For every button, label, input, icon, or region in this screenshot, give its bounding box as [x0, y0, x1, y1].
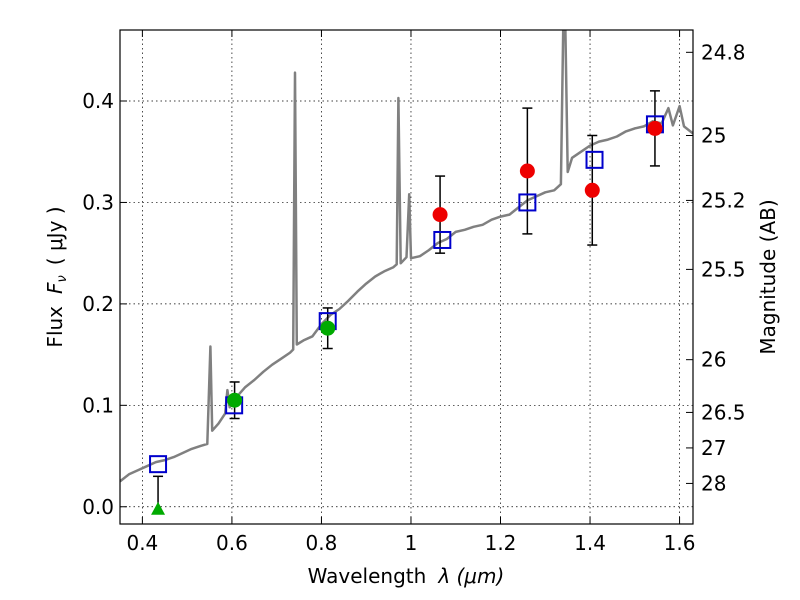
- error-bars: [153, 90, 660, 510]
- model-point: [433, 230, 452, 249]
- y-axis-label: FluxFν( μJy ): [43, 206, 70, 347]
- model-point: [585, 150, 604, 169]
- mag-tick-label: 27: [701, 436, 726, 460]
- x-axis-label: Wavelength λ (μm): [308, 564, 505, 588]
- y-tick-label: 0.4: [82, 89, 114, 113]
- infrared-point: [584, 182, 600, 198]
- infrared-point: [432, 207, 448, 223]
- x-tick-label: 1.6: [664, 531, 696, 555]
- x-tick-label: 1.2: [485, 531, 517, 555]
- model-point: [149, 455, 168, 474]
- y-axis-right-label: Magnitude (AB): [756, 199, 780, 354]
- mag-tick-label: 25: [701, 123, 726, 147]
- x-tick-label: 0.8: [306, 531, 338, 555]
- x-tick-label: 0.4: [126, 531, 158, 555]
- axis-ticks: 0.4 0.6 0.8 1 1.2 1.4 1.6 0.0 0.1 0.2 0.3 0.4 24.8 25…: [82, 30, 746, 555]
- y-tick-label: 0.1: [82, 393, 114, 417]
- markers: [149, 115, 664, 515]
- spectrum-layer: [120, 30, 693, 483]
- infrared-point: [519, 163, 535, 179]
- mag-tick-label: 26.5: [701, 400, 746, 424]
- infrared-point: [647, 120, 663, 136]
- mag-tick-label: 26: [701, 348, 726, 372]
- grid-lines: [120, 30, 693, 524]
- spectrum-line: [120, 30, 693, 483]
- y-tick-label: 0.2: [82, 292, 114, 316]
- optical-point: [227, 392, 243, 408]
- mag-tick-label: 24.8: [701, 40, 746, 64]
- x-tick-label: 1: [405, 531, 418, 555]
- mag-tick-label: 25.2: [701, 188, 746, 212]
- mag-tick-label: 28: [701, 471, 726, 495]
- y-tick-label: 0.0: [82, 495, 114, 519]
- model-point: [518, 193, 537, 212]
- plot-frame: [119, 29, 694, 525]
- x-tick-label: 1.4: [574, 531, 606, 555]
- mag-tick-label: 25.5: [701, 257, 746, 281]
- upper-limit-point: [151, 501, 166, 515]
- x-tick-label: 0.6: [216, 531, 248, 555]
- optical-point: [320, 320, 336, 336]
- y-tick-label: 0.3: [82, 190, 114, 214]
